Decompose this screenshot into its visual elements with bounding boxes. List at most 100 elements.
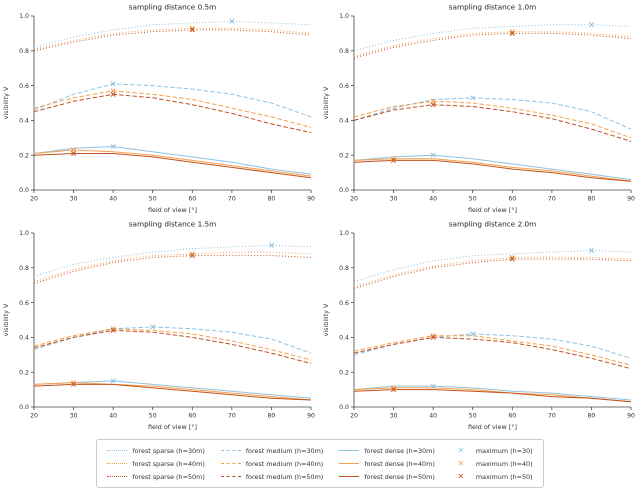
legend-label: forest medium (h=30m) xyxy=(245,446,324,455)
legend-label: forest sparse (h=30m) xyxy=(132,446,205,455)
legend-label: forest dense (h=40m) xyxy=(364,459,435,468)
legend-line-sample xyxy=(220,476,241,477)
svg-text:90: 90 xyxy=(307,413,315,420)
svg-text:0.0: 0.0 xyxy=(19,404,29,411)
legend-label: forest medium (h=50m) xyxy=(245,472,324,481)
svg-text:0.8: 0.8 xyxy=(19,48,29,55)
svg-text:0.0: 0.0 xyxy=(339,404,349,411)
legend-entry: forest dense (h=50m) xyxy=(339,470,435,483)
svg-text:60: 60 xyxy=(508,413,516,420)
legend-entry: forest dense (h=40m) xyxy=(339,457,435,470)
subplot-sampling-1.0m: 20 30 40 50 60 70 80 90 0.0 0.2 0.4 0.6 0.8 1.0 sampli… xyxy=(320,0,640,217)
legend-label: forest medium (h=40m) xyxy=(245,459,324,468)
svg-text:20: 20 xyxy=(30,413,38,420)
svg-text:20: 20 xyxy=(30,196,38,203)
svg-text:70: 70 xyxy=(228,413,236,420)
svg-text:30: 30 xyxy=(70,196,78,203)
legend-line-sample xyxy=(220,463,241,464)
legend-label: forest dense (h=30m) xyxy=(364,446,435,455)
svg-text:30: 30 xyxy=(390,196,398,203)
svg-text:sampling distance 0.5m: sampling distance 0.5m xyxy=(129,3,217,12)
chart-sampling-0.5m: 20 30 40 50 60 70 80 90 0.0 0.2 0.4 0.6 0.8 1.0 sampli… xyxy=(2,3,315,215)
svg-text:40: 40 xyxy=(109,413,117,420)
svg-text:sampling distance 2.0m: sampling distance 2.0m xyxy=(449,220,537,229)
chart-sampling-2.0m: 20 30 40 50 60 70 80 90 0.0 0.2 0.4 0.6 0.8 1.0 sampli… xyxy=(322,220,635,432)
svg-text:70: 70 xyxy=(548,196,556,203)
legend-label: maximum (h=50) xyxy=(475,472,533,481)
chart-sampling-1.5m: 20 30 40 50 60 70 80 90 0.0 0.2 0.4 0.6 0.8 1.0 sampli… xyxy=(2,220,315,432)
legend-line-sample xyxy=(339,463,360,464)
legend-max-marker-icon: ✕ xyxy=(457,471,465,481)
legend-line-sample xyxy=(220,450,241,451)
svg-text:visibility V: visibility V xyxy=(2,303,10,336)
svg-text:0.2: 0.2 xyxy=(339,369,349,376)
svg-text:sampling distance 1.5m: sampling distance 1.5m xyxy=(129,220,217,229)
svg-text:1.0: 1.0 xyxy=(19,230,29,237)
legend-entry: forest medium (h=40m) xyxy=(220,457,324,470)
legend-entry: ✕ maximum (h=50) xyxy=(451,470,533,483)
legend-entry: ✕ maximum (h=30) xyxy=(451,444,533,457)
svg-text:0.4: 0.4 xyxy=(339,335,349,342)
legend-label: maximum (h=40) xyxy=(475,459,533,468)
subplot-sampling-1.5m: 20 30 40 50 60 70 80 90 0.0 0.2 0.4 0.6 0.8 1.0 sampli… xyxy=(0,217,320,434)
svg-text:70: 70 xyxy=(228,196,236,203)
svg-text:90: 90 xyxy=(307,196,315,203)
svg-text:40: 40 xyxy=(109,196,117,203)
svg-text:40: 40 xyxy=(429,413,437,420)
svg-text:visibility V: visibility V xyxy=(322,303,330,336)
legend-entry: forest dense (h=30m) xyxy=(339,444,435,457)
legend-line-sample xyxy=(339,450,360,451)
legend-column-2: forest dense (h=30m) forest dense (h=40m)… xyxy=(339,444,435,483)
svg-text:visibility V: visibility V xyxy=(2,86,10,119)
legend-entry: forest medium (h=50m) xyxy=(220,470,324,483)
legend-label: maximum (h=30) xyxy=(475,446,533,455)
svg-text:60: 60 xyxy=(188,413,196,420)
legend-column-3: ✕ maximum (h=30) ✕ maximum (h=40) ✕ maximum (… xyxy=(451,444,533,483)
svg-text:30: 30 xyxy=(390,413,398,420)
svg-text:field of view [°]: field of view [°] xyxy=(468,423,517,431)
subplot-sampling-2.0m: 20 30 40 50 60 70 80 90 0.0 0.2 0.4 0.6 0.8 1.0 sampli… xyxy=(320,217,640,434)
legend-max-marker-icon: ✕ xyxy=(457,445,465,455)
legend-entry: forest sparse (h=40m) xyxy=(107,457,205,470)
legend-max-marker-icon: ✕ xyxy=(457,458,465,468)
svg-text:80: 80 xyxy=(587,413,595,420)
svg-text:90: 90 xyxy=(627,196,635,203)
legend-column-0: forest sparse (h=30m) forest sparse (h=40… xyxy=(107,444,205,483)
svg-text:70: 70 xyxy=(548,413,556,420)
legend-line-sample xyxy=(107,450,128,451)
svg-text:50: 50 xyxy=(149,196,157,203)
svg-text:50: 50 xyxy=(469,196,477,203)
svg-text:1.0: 1.0 xyxy=(339,13,349,20)
svg-text:0.8: 0.8 xyxy=(339,48,349,55)
svg-text:30: 30 xyxy=(70,413,78,420)
svg-text:80: 80 xyxy=(267,413,275,420)
svg-text:sampling distance 1.0m: sampling distance 1.0m xyxy=(449,3,537,12)
svg-text:0.6: 0.6 xyxy=(19,83,29,90)
subplot-grid: 20 30 40 50 60 70 80 90 0.0 0.2 0.4 0.6 0.8 1.0 sampli… xyxy=(0,0,640,434)
svg-text:60: 60 xyxy=(508,196,516,203)
svg-text:0.0: 0.0 xyxy=(339,187,349,194)
legend-label: forest sparse (h=50m) xyxy=(132,472,205,481)
svg-text:50: 50 xyxy=(469,413,477,420)
svg-text:0.2: 0.2 xyxy=(19,369,29,376)
chart-sampling-1.0m: 20 30 40 50 60 70 80 90 0.0 0.2 0.4 0.6 0.8 1.0 sampli… xyxy=(322,3,635,215)
svg-text:0.4: 0.4 xyxy=(19,118,29,125)
svg-text:0.6: 0.6 xyxy=(339,300,349,307)
legend-entry: forest sparse (h=50m) xyxy=(107,470,205,483)
svg-text:0.0: 0.0 xyxy=(19,187,29,194)
svg-text:0.4: 0.4 xyxy=(339,118,349,125)
svg-text:0.6: 0.6 xyxy=(339,83,349,90)
svg-text:0.8: 0.8 xyxy=(339,265,349,272)
svg-text:0.8: 0.8 xyxy=(19,265,29,272)
svg-text:80: 80 xyxy=(267,196,275,203)
legend-entry: forest medium (h=30m) xyxy=(220,444,324,457)
legend-line-sample xyxy=(107,476,128,477)
svg-text:20: 20 xyxy=(350,413,358,420)
svg-text:visibility V: visibility V xyxy=(322,86,330,119)
svg-text:1.0: 1.0 xyxy=(339,230,349,237)
svg-text:40: 40 xyxy=(429,196,437,203)
svg-text:60: 60 xyxy=(188,196,196,203)
svg-text:1.0: 1.0 xyxy=(19,13,29,20)
svg-text:field of view [°]: field of view [°] xyxy=(148,423,197,431)
